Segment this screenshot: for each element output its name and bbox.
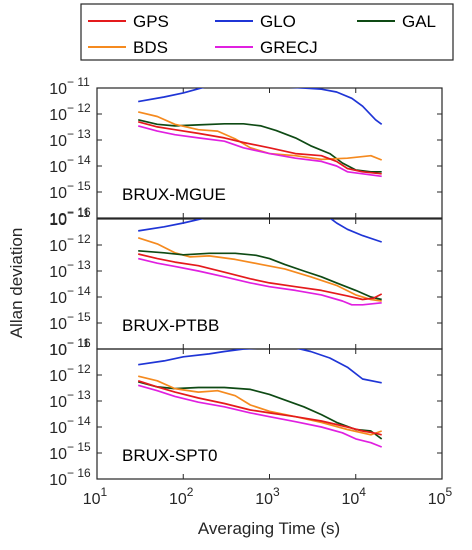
panel-label: BRUX-PTBB: [122, 316, 219, 335]
series-line-bds: [138, 375, 382, 436]
legend-box: [80, 3, 454, 61]
series-line-grecj: [137, 384, 383, 448]
series-line-bds: [137, 236, 382, 302]
y-tick-label: 10− 12: [49, 101, 91, 124]
series-line-bds: [138, 111, 383, 161]
series-line-gps: [137, 379, 382, 436]
x-tick-label: 104: [342, 485, 367, 508]
y-tick-label: 10− 11: [49, 75, 90, 98]
panels-layer: 10− 16 10− 15 10− 14 10− 13 10− 12 10− 11 BRUX…: [49, 75, 443, 489]
legend-item-glo: GLO: [215, 12, 296, 31]
y-tick-label: 10− 12: [49, 362, 91, 385]
y-tick-label: 10− 14: [49, 284, 91, 307]
legend-label: GAL: [402, 12, 436, 31]
y-tick-label: 10− 16: [49, 466, 91, 489]
x-tick-label: 103: [255, 485, 280, 508]
legend-label: BDS: [133, 38, 168, 57]
y-tick-label: 10− 13: [49, 258, 91, 281]
series-line-gps: [138, 253, 383, 301]
y-tick-label: 10− 14: [49, 414, 91, 437]
legend-item-bds: BDS: [88, 38, 168, 57]
panel-label: BRUX-MGUE: [122, 185, 226, 204]
legend-label: GPS: [133, 12, 169, 31]
series-line-glo: [138, 219, 382, 243]
legend-label: GRECJ: [260, 38, 318, 57]
legend-item-gps: GPS: [88, 12, 169, 31]
panel-2: 10− 16 10− 15 10− 14 10− 13 10− 12 10− 11 BRUX…: [49, 336, 443, 489]
series-line-grecj: [137, 125, 382, 178]
y-axis-title: Allan deviation: [7, 228, 26, 339]
y-tick-label: 10− 11: [49, 336, 90, 359]
x-axis-title: Averaging Time (s): [198, 519, 340, 538]
y-tick-label: 10− 13: [49, 127, 91, 150]
series-line-grecj: [138, 257, 382, 306]
legend-item-grecj: GRECJ: [215, 38, 318, 57]
series-line-glo: [138, 88, 383, 125]
y-tick-label: 10− 12: [49, 232, 91, 255]
series-line-gps: [137, 120, 382, 175]
series-line-gal: [137, 380, 383, 440]
series-group: [137, 88, 383, 178]
y-tick-label: 10− 15: [49, 310, 91, 333]
y-tick-label: 10− 11: [49, 206, 90, 229]
x-tick-label: 102: [169, 485, 194, 508]
series-line-glo: [138, 349, 382, 384]
y-tick-label: 10− 15: [49, 179, 91, 202]
x-tick-label: 105: [428, 485, 453, 508]
y-tick-label: 10− 13: [49, 388, 91, 411]
panel-label: BRUX-SPT0: [122, 446, 217, 465]
y-tick-label: 10− 14: [49, 153, 91, 176]
legend-label: GLO: [260, 12, 296, 31]
y-tick-label: 10− 15: [49, 440, 91, 463]
series-group: [137, 349, 383, 448]
legend-item-gal: GAL: [357, 12, 436, 31]
series-line-gal: [138, 249, 382, 301]
x-axis-ticks: 101 102 103 104 105: [83, 485, 453, 508]
legend: GPS GLO GAL BDS GRECJ: [80, 3, 454, 61]
x-tick-label: 101: [83, 485, 108, 508]
series-group: [137, 219, 383, 306]
